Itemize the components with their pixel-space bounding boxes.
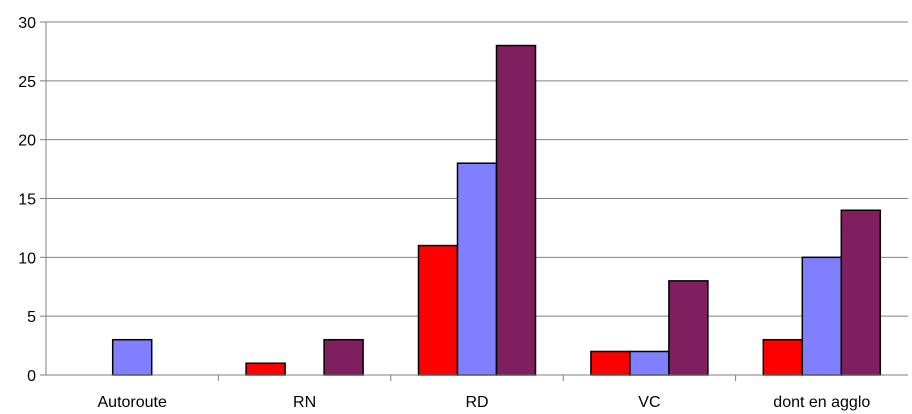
bars [111,44,882,376]
bar-rd-series-2 [456,162,498,376]
bar-rd-series-3 [495,44,537,376]
y-tick-label: 25 [18,74,36,91]
y-tick-label: 30 [18,15,36,32]
bar-vc-series-3 [668,280,709,376]
y-tick-label: 10 [18,250,36,267]
x-category-label: VC [638,394,660,411]
x-category-label: RD [465,394,488,411]
labels: 0 5 10 15 20 25 30 Autoroute RN RD VC dont en agglo [18,15,870,411]
bar-dont-en-agglo-series-3 [840,209,882,376]
x-category-label: RN [293,394,316,411]
bar-dont-en-agglo-series-1 [762,338,804,376]
y-tick-label: 5 [27,309,36,326]
bar-dont-en-agglo-series-2 [801,256,843,376]
bar-autoroute-series-2 [111,338,153,376]
bar-vc-series-1 [590,350,631,376]
y-tick-label: 20 [18,133,36,150]
bar-vc-series-2 [629,350,670,376]
bar-rd-series-1 [417,244,459,376]
bar-rn-series-3 [323,338,364,376]
y-tick-label: 15 [18,192,36,209]
axes [40,21,908,381]
x-category-label: Autoroute [98,394,167,411]
y-tick-label: 0 [27,368,36,385]
x-category-label: dont en agglo [773,394,870,411]
bar-rn-series-1 [245,362,286,376]
